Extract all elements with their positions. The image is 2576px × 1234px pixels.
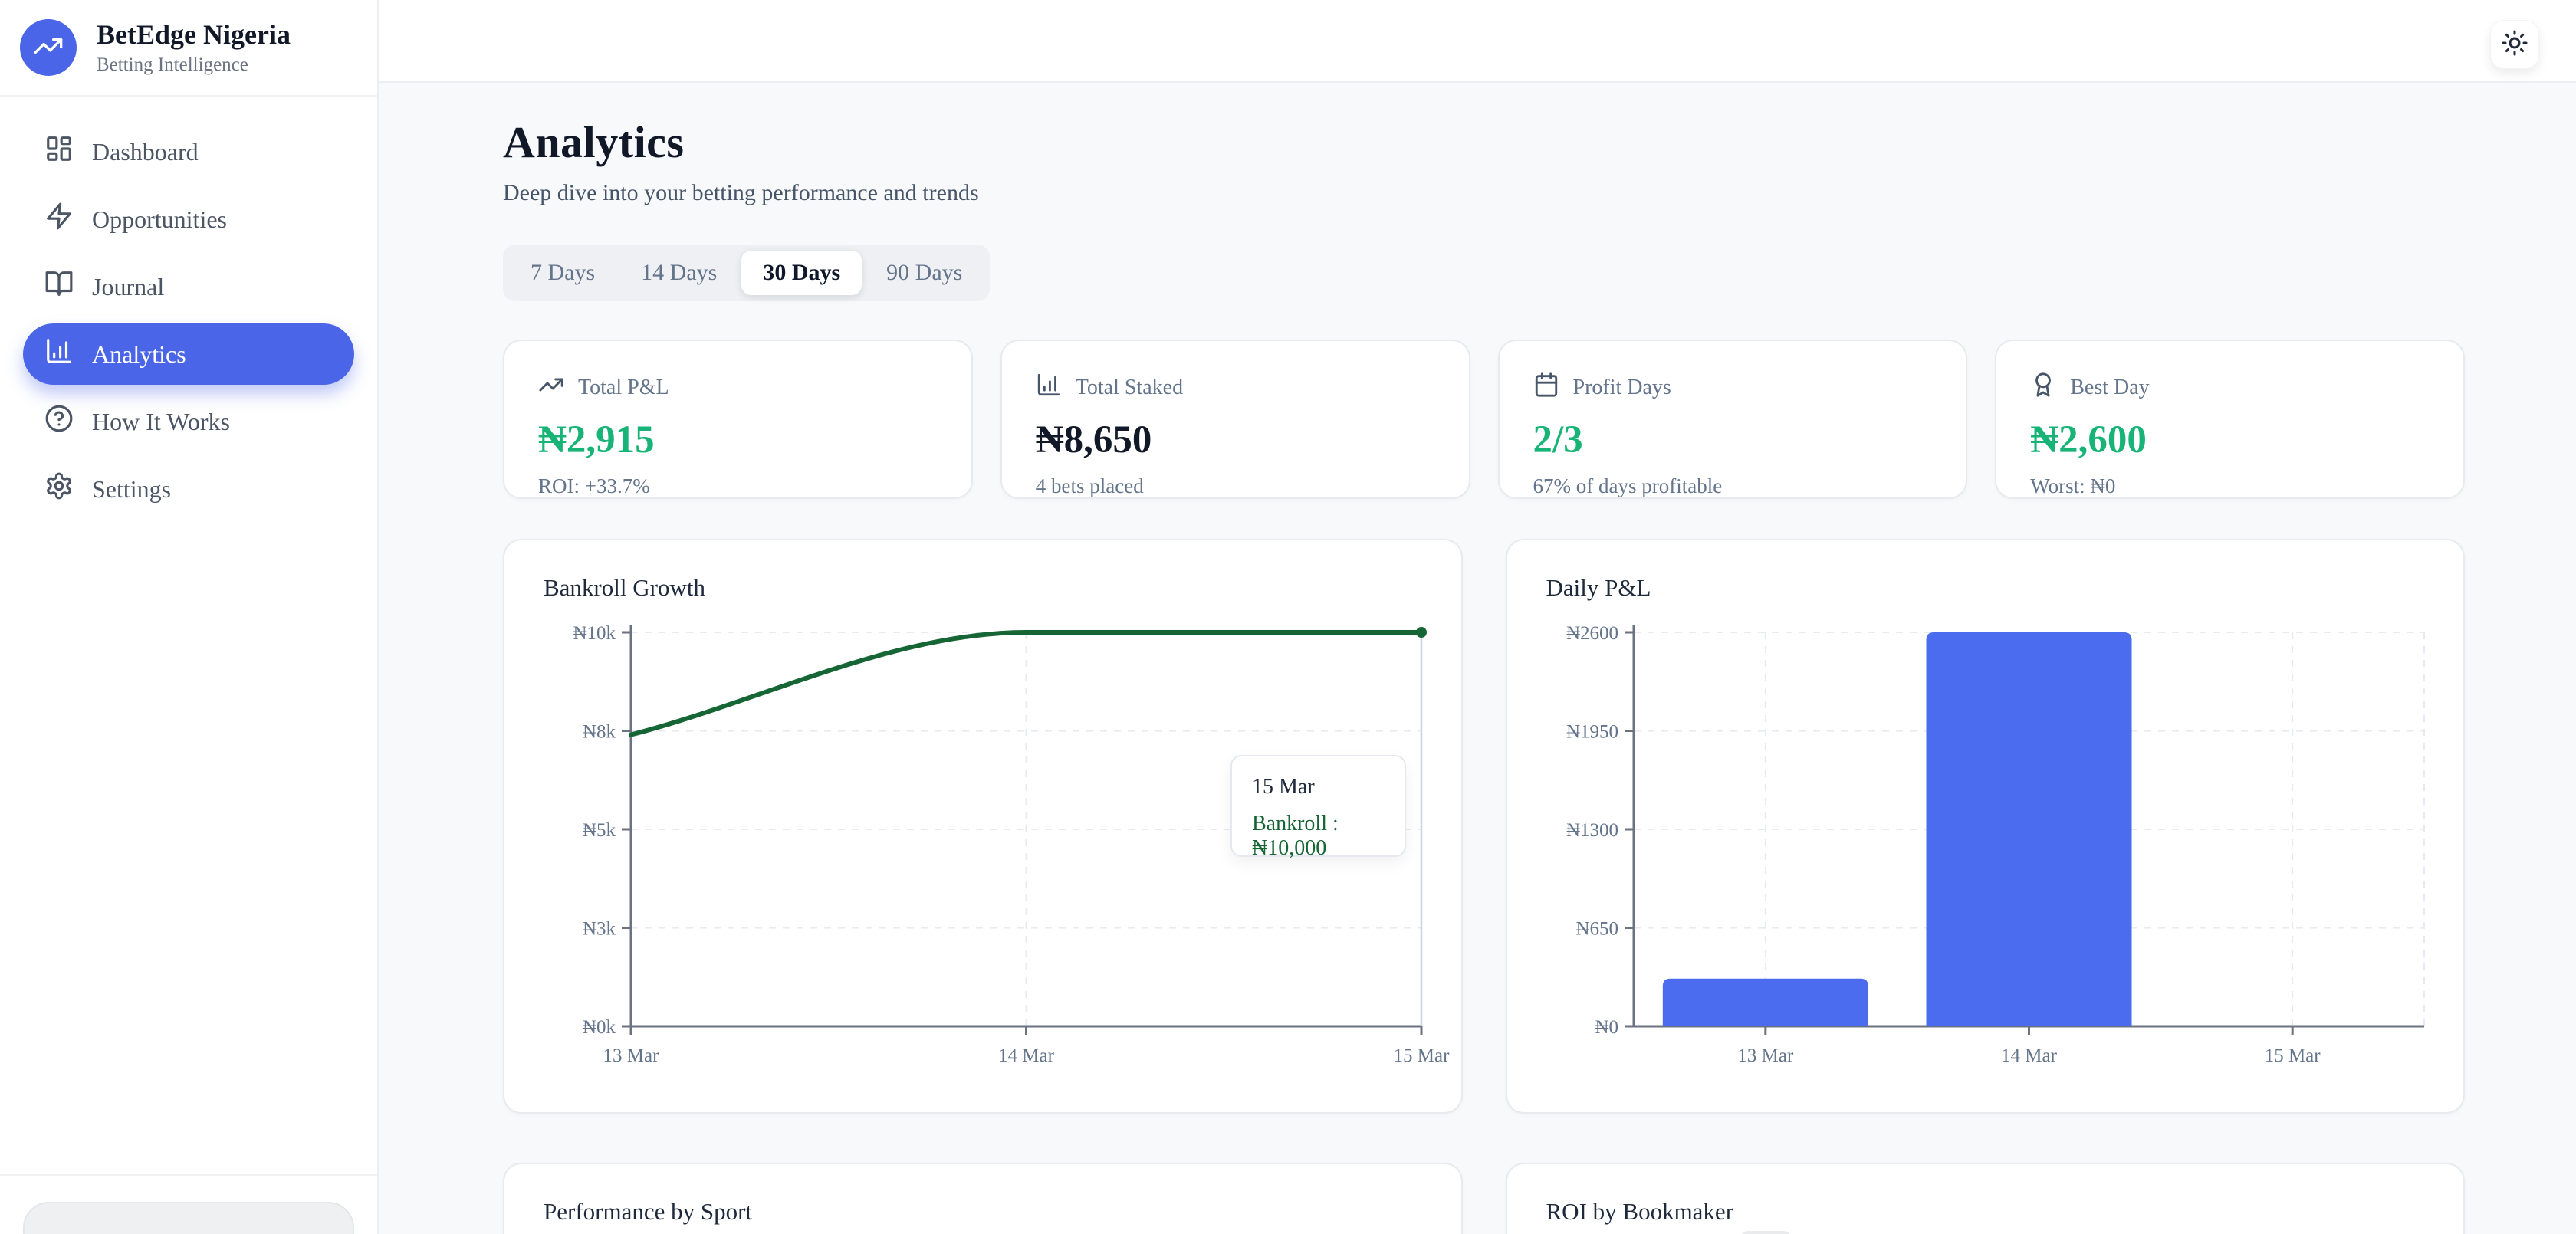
svg-text:13 Mar: 13 Mar (603, 1045, 660, 1066)
stat-value: ₦2,915 (538, 418, 655, 461)
card-title: Performance by Sport (544, 1198, 753, 1225)
stat-sub: Worst: ₦0 (2030, 474, 2116, 497)
top-header (379, 0, 2576, 83)
bankroll-growth-chart[interactable]: ₦0k ₦3k ₦5k ₦8k ₦10k 13 Mar 14 Mar 15 Mar (504, 609, 1460, 1085)
svg-text:14 Mar: 14 Mar (998, 1045, 1055, 1066)
sidebar-item-label: Settings (92, 474, 172, 503)
stat-card-profit-days: Profit Days 2/3 67% of days profitable (1497, 340, 1968, 499)
sidebar-item-label: Analytics (92, 340, 186, 368)
stat-card-total-staked: Total Staked ₦8,650 4 bets placed (1000, 340, 1470, 499)
tooltip-value: Bankroll : ₦10,000 (1252, 812, 1339, 860)
sidebar: BetEdge Nigeria Betting Intelligence Das… (0, 0, 379, 1234)
svg-text:₦5k: ₦5k (583, 820, 616, 841)
svg-text:13 Mar: 13 Mar (1737, 1045, 1794, 1066)
stat-value: ₦2,600 (2030, 418, 2147, 461)
svg-text:15 Mar: 15 Mar (2264, 1045, 2321, 1066)
calendar-icon (1533, 372, 1559, 404)
page-subtitle: Deep dive into your betting performance … (503, 180, 979, 205)
sidebar-item-dashboard[interactable]: Dashboard (23, 121, 354, 182)
stats-row: Total P&L ₦2,915 ROI: +33.7% Total Stake… (503, 340, 2465, 499)
roi-by-bookmaker-card: ROI by Bookmaker (1505, 1163, 2465, 1234)
sidebar-nav: Dashboard Opportunities Journal Analytic… (0, 97, 377, 520)
stat-card-best-day: Best Day ₦2,600 Worst: ₦0 (1995, 340, 2465, 499)
brand-logo (20, 19, 77, 76)
svg-text:14 Mar: 14 Mar (2001, 1045, 2058, 1066)
award-icon (2030, 372, 2056, 404)
daily-pnl-card: Daily P&L ₦0 ₦650 ₦1300 ₦1950 ₦2600 13 Mar 14 … (1505, 539, 2465, 1114)
partial-bar (1740, 1231, 1791, 1234)
stat-label: Total Staked (1075, 376, 1184, 399)
card-title: ROI by Bookmaker (1546, 1198, 1734, 1225)
daily-pnl-chart[interactable]: ₦0 ₦650 ₦1300 ₦1950 ₦2600 13 Mar 14 Mar 15 Mar (1507, 609, 2463, 1085)
stat-sub: 4 bets placed (1035, 474, 1144, 497)
bottom-row: Performance by Sport ROI by Bookmaker (503, 1163, 2465, 1234)
brand-text: BetEdge Nigeria Betting Intelligence (97, 19, 291, 75)
tab-90-days[interactable]: 90 Days (886, 260, 963, 285)
charts-row: Bankroll Growth ₦0k ₦3k ₦5k ₦8k ₦10k 13 Mar 14… (503, 539, 2465, 1114)
sidebar-item-label: Dashboard (92, 137, 199, 166)
sidebar-item-label: Opportunities (92, 205, 227, 233)
chart-column-icon (1036, 372, 1062, 404)
svg-text:15 Mar: 15 Mar (1394, 1045, 1451, 1066)
svg-text:₦10k: ₦10k (573, 623, 616, 644)
page-title: Analytics (503, 117, 685, 167)
performance-by-sport-card: Performance by Sport (503, 1163, 1463, 1234)
chart-title: Bankroll Growth (544, 574, 705, 601)
brand: BetEdge Nigeria Betting Intelligence (0, 0, 377, 97)
tab-14-days[interactable]: 14 Days (641, 260, 718, 285)
sidebar-item-analytics[interactable]: Analytics (23, 323, 354, 385)
sidebar-item-label: How It Works (92, 407, 230, 435)
chart-tooltip: 15 Mar Bankroll : ₦10,000 (1230, 755, 1406, 860)
theme-toggle-button[interactable] (2490, 20, 2539, 69)
svg-text:₦3k: ₦3k (583, 919, 616, 940)
tab-30-days[interactable]: 30 Days (741, 251, 863, 295)
stat-value: 2/3 (1533, 418, 1583, 461)
tooltip-date: 15 Mar (1252, 775, 1315, 799)
sidebar-footer-card (23, 1202, 354, 1234)
svg-text:₦2600: ₦2600 (1566, 623, 1618, 644)
zap-icon (44, 202, 74, 237)
gear-icon (44, 471, 74, 507)
svg-text:₦0k: ₦0k (583, 1017, 616, 1038)
sun-icon (2501, 29, 2528, 61)
trending-up-icon (538, 372, 564, 404)
stat-label: Total P&L (578, 376, 669, 399)
sidebar-item-journal[interactable]: Journal (23, 256, 354, 317)
help-circle-icon (44, 404, 74, 439)
stat-label: Profit Days (1572, 376, 1671, 399)
stat-sub: 67% of days profitable (1533, 474, 1723, 497)
brand-name: BetEdge Nigeria (97, 19, 291, 51)
main-content: Analytics Deep dive into your betting pe… (379, 83, 2576, 1234)
svg-text:₦1300: ₦1300 (1566, 820, 1618, 841)
svg-text:₦650: ₦650 (1576, 919, 1618, 940)
tab-7-days[interactable]: 7 Days (531, 260, 596, 285)
layout-dashboard-icon (44, 134, 74, 169)
book-open-icon (44, 269, 74, 304)
chart-column-icon (44, 336, 74, 372)
stat-label: Best Day (2070, 376, 2150, 399)
chart-title: Daily P&L (1546, 574, 1651, 601)
range-tabs: 7 Days 14 Days 30 Days 90 Days (503, 245, 991, 301)
trending-up-icon (33, 31, 64, 65)
svg-text:₦0: ₦0 (1595, 1017, 1618, 1038)
sidebar-item-label: Journal (92, 272, 165, 300)
sidebar-item-opportunities[interactable]: Opportunities (23, 189, 354, 250)
stat-sub: ROI: +33.7% (538, 474, 650, 497)
sidebar-footer (0, 1174, 377, 1234)
sidebar-item-how-it-works[interactable]: How It Works (23, 391, 354, 452)
bankroll-growth-card: Bankroll Growth ₦0k ₦3k ₦5k ₦8k ₦10k 13 Mar 14… (503, 539, 1463, 1114)
stat-value: ₦8,650 (1035, 418, 1152, 461)
brand-tagline: Betting Intelligence (97, 54, 248, 75)
sidebar-item-settings[interactable]: Settings (23, 458, 354, 520)
svg-text:₦1950: ₦1950 (1566, 722, 1618, 743)
stat-card-total-pnl: Total P&L ₦2,915 ROI: +33.7% (503, 340, 973, 499)
svg-text:₦8k: ₦8k (583, 722, 616, 743)
